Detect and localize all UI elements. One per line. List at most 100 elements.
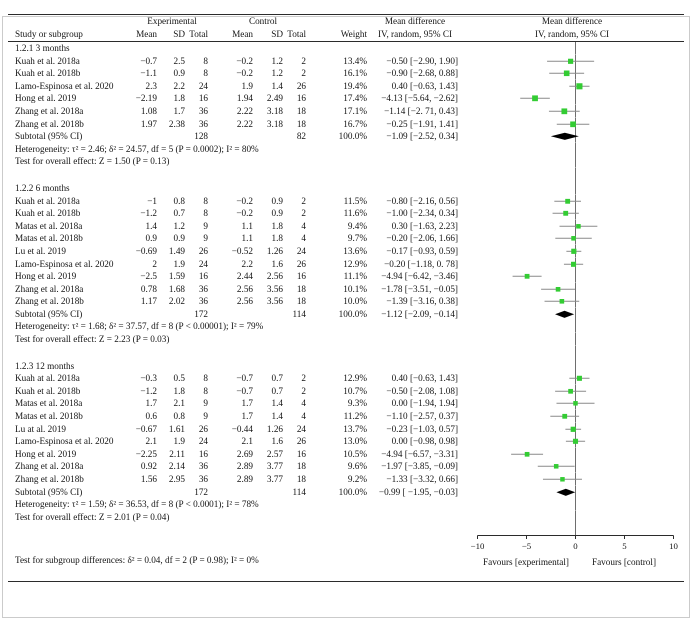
ctrl-total-cell: 82 [296, 131, 306, 142]
weight-cell: 9.3% [347, 398, 367, 409]
plot-cell-svg [556, 397, 595, 411]
effect-square [562, 413, 568, 419]
exp-total-cell: 8 [203, 373, 208, 384]
exp-sd-header: SD [173, 29, 185, 39]
heterogeneity-text: Heterogeneity: τ² = 1.59; δ² = 36.53, df… [15, 499, 259, 510]
exp-mean-cell: 0.9 [145, 233, 157, 244]
study-name: Lu et al. 2019 [15, 245, 67, 256]
study-name: Lu at al. 2019 [15, 423, 67, 434]
study-row: Kuah et al. 2018b −1.1 0.9 8 −0.2 1.2 2 16.1% −0… [8, 67, 684, 80]
overall-effect-text: Test for overall effect: Z = 2.23 (P = 0… [15, 334, 170, 345]
plot-cell [460, 384, 684, 398]
plot-cell-svg [565, 435, 586, 448]
exp-mean-cell: 1.17 [140, 296, 157, 307]
ci-text-cell: −4.94 [−6.42, −3.46] [381, 271, 458, 282]
plot-cell-svg [575, 181, 576, 195]
ctrl-sd-cell: 1.4 [271, 398, 283, 409]
study-name: Kuah et al. 2018a [15, 195, 80, 206]
exp-mean-cell: −0.7 [140, 55, 157, 66]
exp-mean-cell: 0.92 [140, 461, 157, 472]
plot-cell-svg [575, 155, 576, 168]
study-row: Zhang et al. 2018b 1.17 2.02 36 2.56 3.56 18 10… [8, 295, 684, 308]
md-column-subtitle: IV, random, 95% CI [377, 29, 453, 39]
study-name: Hong et al. 2019 [15, 448, 77, 459]
subtotal-label: Subtotal (95% CI) [15, 486, 83, 497]
exp-mean-cell: −1.2 [140, 208, 157, 219]
ctrl-sd-cell: 1.6 [271, 436, 283, 447]
effect-square [568, 58, 574, 64]
exp-sd-cell: 1.9 [173, 436, 185, 447]
table-row: Test for overall effect: Z = 1.50 (P = 0… [8, 155, 684, 168]
ctrl-sd-cell: 2.56 [266, 271, 283, 282]
effect-square [532, 95, 538, 102]
study-name: Zhang et al. 2018a [15, 105, 84, 116]
ctrl-mean-cell: 1.7 [241, 398, 253, 409]
table-row: 1.2.1 3 months [8, 42, 684, 55]
study-column-header: Study or subgroup [15, 29, 83, 39]
plot-cell [460, 320, 684, 334]
plot-cell-svg [575, 510, 576, 524]
ci-text-cell: −1.00 [−2.34, 0.34] [386, 208, 458, 219]
experimental-group-header: Experimental [147, 16, 197, 26]
table-row: 1.2.2 6 months [8, 181, 684, 195]
favours-labels: Favours [experimental] Favours [control] [460, 553, 684, 575]
exp-total-cell: 24 [198, 436, 208, 447]
exp-total-cell: 128 [194, 131, 208, 142]
plot-cell-svg [555, 232, 592, 245]
plot-cell [460, 42, 684, 55]
plot-cell [460, 67, 684, 80]
ctrl-mean-cell: 2.89 [236, 474, 253, 484]
study-row: Hong et al. 2019 −2.25 2.11 16 2.69 2.57 16 10.… [8, 447, 684, 461]
weight-cell: 100.0% [338, 308, 367, 319]
weight-cell: 16.7% [343, 118, 367, 129]
ctrl-total-cell: 16 [296, 271, 306, 282]
weight-cell: 9.2% [347, 474, 367, 484]
exp-total-cell: 172 [194, 308, 208, 319]
ci-text-cell: −1.12 [−2.09, −0.14] [381, 308, 458, 319]
effect-square [553, 464, 559, 469]
plot-cell-svg [575, 320, 576, 334]
exp-total-cell: 36 [198, 283, 208, 294]
plot-cell [460, 447, 684, 461]
exp-total-cell: 26 [198, 423, 208, 434]
effect-square [563, 70, 570, 77]
effect-square [570, 121, 576, 127]
plot-cell-svg [544, 295, 580, 308]
ctrl-total-cell: 2 [301, 373, 306, 384]
subgroup-label: 1.2.1 3 months [15, 43, 70, 53]
plot-cell [460, 523, 684, 536]
heterogeneity-text: Heterogeneity: τ² = 1.68; δ² = 37.57, df… [15, 321, 264, 332]
ctrl-sd-header: SD [271, 29, 283, 39]
effect-square [571, 261, 577, 267]
exp-sd-cell [160, 308, 188, 321]
exp-total-cell: 24 [198, 258, 208, 269]
plot-cell-svg [555, 384, 587, 398]
exp-total-cell: 36 [198, 461, 208, 472]
plot-cell-svg [566, 244, 582, 258]
plot-cell [460, 333, 684, 346]
ci-text-cell: −0.80 [−2.16, 0.56] [386, 195, 458, 206]
ctrl-total-cell: 24 [296, 423, 306, 434]
ctrl-sd-cell: 1.2 [271, 55, 283, 66]
plot-cell-svg [575, 142, 576, 156]
ctrl-total-cell: 4 [301, 233, 306, 244]
study-row: Zhang et al. 2018a 1.08 1.7 36 2.22 3.18 18 17.… [8, 104, 684, 118]
ctrl-mean-cell: 1.1 [241, 233, 253, 244]
study-row: Zhang et al. 2018b 1.56 2.95 36 2.89 3.77 18 9.… [8, 473, 684, 486]
plot-cell [460, 307, 684, 321]
table-row: Test for overall effect: Z = 2.23 (P = 0… [8, 333, 684, 346]
spacer-row [15, 523, 460, 535]
axis-left-spacer [15, 535, 460, 553]
exp-sd-cell: 2.95 [168, 474, 185, 484]
exp-mean-cell: −2.19 [135, 93, 157, 104]
weight-column-header: Weight [340, 29, 367, 39]
table-row: Test for overall effect: Z = 2.01 (P = 0… [8, 510, 684, 524]
study-row: Kuah et al. 2018a −1 0.8 8 −0.2 0.9 2 11.5% −0.8… [8, 194, 684, 208]
study-name: Kuah et al. 2018b [15, 68, 81, 79]
study-name: Matas et al. 2018a [15, 398, 83, 409]
plot-cell-svg [548, 104, 580, 118]
exp-sd-cell: 2.1 [173, 398, 185, 409]
subtotal-row: Subtotal (95% CI) 172 114 100.0% −1.12 [−2.0… [8, 307, 684, 321]
ctrl-total-cell: 18 [296, 283, 306, 294]
ctrl-total-cell: 2 [301, 385, 306, 396]
